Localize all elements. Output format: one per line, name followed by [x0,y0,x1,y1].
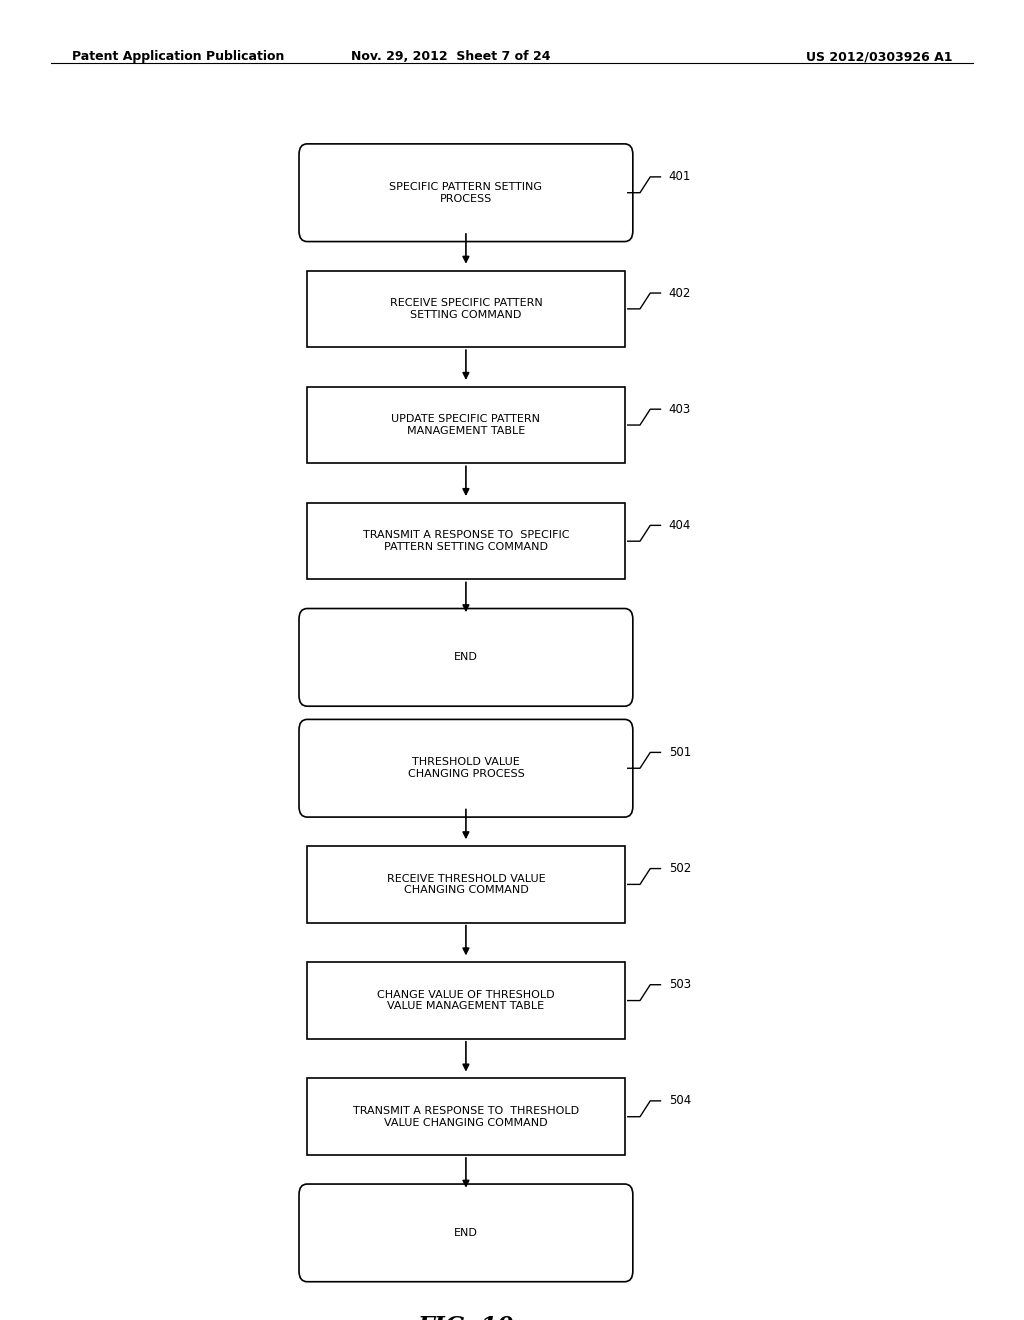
FancyBboxPatch shape [307,503,625,579]
Text: END: END [454,652,478,663]
Text: 502: 502 [669,862,691,875]
FancyBboxPatch shape [299,719,633,817]
Text: THRESHOLD VALUE
CHANGING PROCESS: THRESHOLD VALUE CHANGING PROCESS [408,758,524,779]
Text: 404: 404 [669,519,691,532]
Text: Nov. 29, 2012  Sheet 7 of 24: Nov. 29, 2012 Sheet 7 of 24 [351,50,550,63]
FancyBboxPatch shape [307,962,625,1039]
FancyBboxPatch shape [307,387,625,463]
Text: 402: 402 [669,286,691,300]
Text: TRANSMIT A RESPONSE TO  THRESHOLD
VALUE CHANGING COMMAND: TRANSMIT A RESPONSE TO THRESHOLD VALUE C… [353,1106,579,1127]
Text: 504: 504 [669,1094,691,1107]
Text: US 2012/0303926 A1: US 2012/0303926 A1 [806,50,952,63]
Text: 501: 501 [669,746,691,759]
FancyBboxPatch shape [307,1078,625,1155]
Text: 401: 401 [669,170,691,183]
Text: RECEIVE THRESHOLD VALUE
CHANGING COMMAND: RECEIVE THRESHOLD VALUE CHANGING COMMAND [387,874,545,895]
Text: RECEIVE SPECIFIC PATTERN
SETTING COMMAND: RECEIVE SPECIFIC PATTERN SETTING COMMAND [389,298,543,319]
Text: FIG. 9: FIG. 9 [426,739,506,763]
FancyBboxPatch shape [299,144,633,242]
FancyBboxPatch shape [307,271,625,347]
Text: FIG. 10: FIG. 10 [418,1315,514,1320]
FancyBboxPatch shape [299,1184,633,1282]
FancyBboxPatch shape [299,609,633,706]
Text: UPDATE SPECIFIC PATTERN
MANAGEMENT TABLE: UPDATE SPECIFIC PATTERN MANAGEMENT TABLE [391,414,541,436]
Text: 503: 503 [669,978,691,991]
FancyBboxPatch shape [307,846,625,923]
Text: 403: 403 [669,403,691,416]
Text: CHANGE VALUE OF THRESHOLD
VALUE MANAGEMENT TABLE: CHANGE VALUE OF THRESHOLD VALUE MANAGEME… [377,990,555,1011]
Text: END: END [454,1228,478,1238]
Text: Patent Application Publication: Patent Application Publication [72,50,284,63]
Text: SPECIFIC PATTERN SETTING
PROCESS: SPECIFIC PATTERN SETTING PROCESS [389,182,543,203]
Text: TRANSMIT A RESPONSE TO  SPECIFIC
PATTERN SETTING COMMAND: TRANSMIT A RESPONSE TO SPECIFIC PATTERN … [362,531,569,552]
